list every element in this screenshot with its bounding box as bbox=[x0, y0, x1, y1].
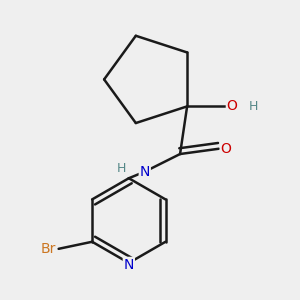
Text: N: N bbox=[140, 165, 150, 179]
Text: O: O bbox=[220, 142, 231, 156]
Text: H: H bbox=[117, 162, 127, 175]
Text: Br: Br bbox=[40, 242, 56, 256]
Text: N: N bbox=[124, 258, 134, 272]
Text: H: H bbox=[249, 100, 258, 113]
Text: O: O bbox=[227, 99, 238, 113]
